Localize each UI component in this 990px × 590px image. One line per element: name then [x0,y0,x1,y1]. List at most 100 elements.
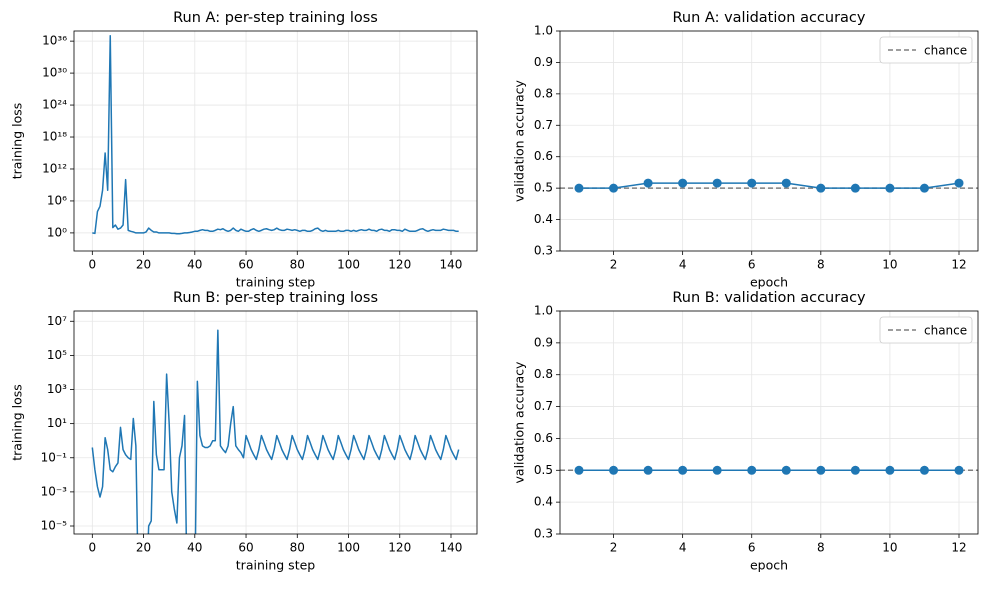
marker [919,465,929,475]
x-tick-label: 40 [187,541,202,555]
chart-title: Run A: per-step training loss [173,10,378,26]
y-tick-label: 10⁰ [47,225,67,239]
y-tick-label: 10²⁴ [42,98,67,112]
plot-area [560,178,978,193]
x-tick-label: 0 [88,541,96,555]
y-tick-label: 0.4 [534,212,553,226]
marker [574,465,584,475]
x-tick-label: 8 [817,258,825,272]
x-tick-label: 8 [817,541,825,555]
chart-title: Run B: per-step training loss [173,290,378,306]
y-tick-label: 0.8 [534,367,553,381]
marker [643,178,653,188]
x-tick-label: 6 [748,258,756,272]
x-tick-label: 12 [951,541,966,555]
x-tick-label: 100 [337,258,360,272]
plot-area [91,329,460,534]
legend-label: chance [924,324,967,338]
x-tick-label: 4 [679,258,687,272]
marker [919,183,929,193]
x-axis-label: training step [236,558,316,573]
marker [850,465,860,475]
x-tick-label: 12 [951,258,966,272]
y-tick-label: 10⁶ [47,193,67,207]
y-tick-label: 10³⁰ [42,66,67,80]
x-tick-label: 10 [882,258,897,272]
x-tick-label: 120 [388,541,411,555]
marker [885,465,895,475]
x-tick-label: 0 [88,258,96,272]
marker [609,465,619,475]
y-tick-label: 10⁷ [47,314,67,328]
y-tick-label: 0.3 [534,527,553,541]
x-tick-label: 4 [679,541,687,555]
y-tick-label: 0.7 [534,118,553,132]
y-tick-label: 0.5 [534,181,553,195]
legend: chance [879,36,973,64]
x-tick-label: 2 [610,541,618,555]
x-axis-label: training step [236,275,316,290]
marker [816,183,826,193]
series-line [579,182,960,189]
y-tick-label: 0.4 [534,495,553,509]
y-tick-label: 10¹ [47,416,67,430]
y-tick-label: 10⁻⁵ [41,519,68,533]
y-tick-label: 0.5 [534,463,553,477]
plot-area [92,35,459,235]
x-tick-label: 80 [290,258,305,272]
y-tick-label: 0.9 [534,55,553,69]
plot-area [560,465,978,475]
marker [609,183,619,193]
x-tick-label: 2 [610,258,618,272]
y-tick-label: 0.8 [534,86,553,100]
y-tick-label: 10¹² [42,161,67,175]
axes-frame [559,310,979,535]
x-tick-label: 140 [440,541,463,555]
axes-frame [73,30,478,252]
y-tick-label: 10¹⁸ [42,130,67,144]
x-tick-label: 80 [290,541,305,555]
x-axis-label: epoch [750,558,788,573]
marker [850,183,860,193]
y-tick-label: 10⁻¹ [41,450,68,464]
x-tick-label: 20 [136,541,151,555]
marker [574,183,584,193]
x-tick-label: 120 [388,258,411,272]
marker [954,465,964,475]
y-tick-label: 1.0 [534,24,553,38]
marker [816,465,826,475]
y-tick-label: 0.3 [534,244,553,258]
x-tick-label: 60 [238,258,253,272]
marker [781,178,791,188]
marker [885,183,895,193]
series-line [91,329,460,534]
x-axis-label: epoch [750,275,788,290]
y-tick-label: 0.6 [534,149,553,163]
legend: chance [879,316,973,344]
marker [678,465,688,475]
axes-frame [559,30,979,252]
x-tick-label: 40 [187,258,202,272]
marker [643,465,653,475]
y-tick-label: 10³⁶ [42,34,67,48]
x-tick-label: 20 [136,258,151,272]
marker [781,465,791,475]
legend-box [879,36,973,64]
y-axis-label: training loss [10,103,25,180]
marker [747,465,757,475]
series-line [92,35,459,235]
marker [954,178,964,188]
y-tick-label: 1.0 [534,304,553,318]
x-tick-label: 6 [748,541,756,555]
y-axis-label: validation accuracy [512,361,527,484]
marker [712,465,722,475]
marker [747,178,757,188]
x-tick-label: 100 [337,541,360,555]
y-axis-label: training loss [10,384,25,461]
marker [678,178,688,188]
y-tick-label: 0.7 [534,399,553,413]
x-tick-label: 10 [882,541,897,555]
chart-title: Run B: validation accuracy [672,290,866,306]
y-tick-label: 0.9 [534,335,553,349]
